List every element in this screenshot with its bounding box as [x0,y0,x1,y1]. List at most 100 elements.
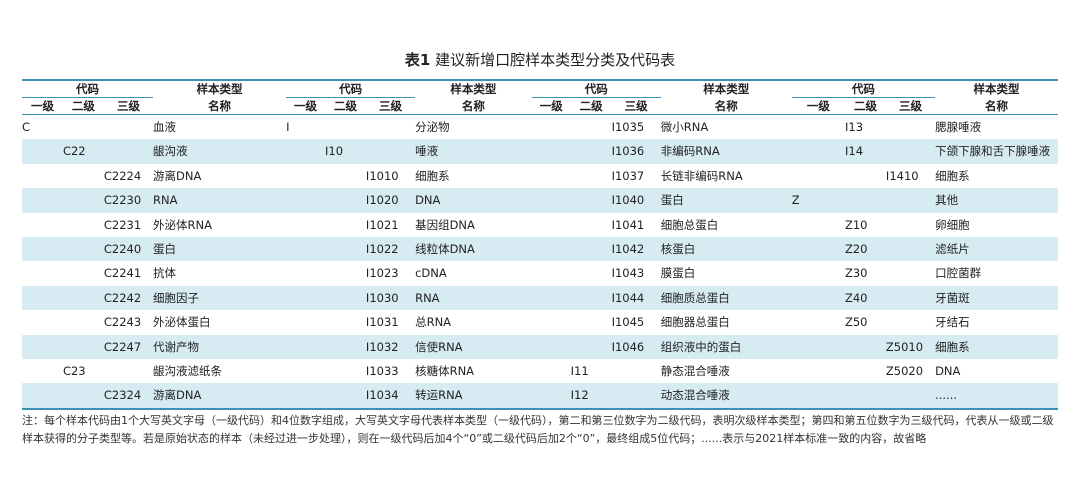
sample-name: 静态混合唾液 [660,364,730,379]
header-level3: 三级 [116,99,140,113]
code-level1 [532,335,571,359]
code-level2 [325,383,366,408]
code-level1 [532,115,571,140]
sample-name: 微小RNA [660,120,709,134]
code-level2 [63,115,104,140]
code-level1 [532,261,571,285]
sample-name: 细胞总蛋白 [660,217,719,232]
code-level1 [286,310,325,334]
code-level2 [63,213,104,237]
code-level2 [325,310,366,334]
code-level1 [532,164,571,188]
table-row: C2324 游离DNA I1034 转运RNA I12 动态混合唾液...... [22,383,1058,409]
code-level1 [286,164,325,188]
table-row: C2231 外泌体RNA I1021 基因组DNA I1041 细胞总蛋白 Z10 卵细胞 [22,213,1058,237]
code-level1 [792,335,845,359]
code-level3: I1032 [365,339,399,354]
code-level2 [845,383,886,408]
code-level1 [286,261,325,285]
sample-name: 转运RNA [415,388,463,403]
sample-name: 细胞系 [935,168,970,183]
code-level2: Z50 [844,315,868,330]
code-level1 [532,286,571,310]
sample-name: 龈沟液 [153,144,188,159]
code-level2 [845,359,886,383]
sample-name: 蛋白 [660,193,684,208]
table-row: C2224 游离DNA I1010 细胞系 I1037 长链非编码RNA I1410 细胞系 [22,164,1058,188]
header-name: 名称 [985,98,1009,113]
code-level3: Z5020 [885,364,924,379]
code-level2 [571,188,612,212]
code-level1 [286,335,325,359]
table-note: 注：每个样本代码由1个大写英文字母（一级代码）和4位数字组成，大写英文字母代表样… [22,414,1054,445]
code-level1: Z [791,193,800,208]
code-level3 [612,359,661,383]
code-level1 [792,164,845,188]
code-level2 [571,261,612,285]
code-level2: I13 [844,120,864,134]
code-level1 [22,286,63,310]
sample-name: RNA [415,290,440,305]
code-level1 [792,261,845,285]
code-level3: C2241 [103,266,142,281]
code-level3: I1040 [611,193,645,208]
table-row: C2243 外泌体蛋白 I1031 总RNA I1045 细胞器总蛋白 Z50 牙结石 [22,310,1058,334]
code-level2 [63,188,104,212]
code-level2 [325,115,366,140]
header-code: 代码 [791,80,936,98]
table-row: C2230 RNA I1020 DNA I1040 蛋白 Z 其他 [22,188,1058,213]
sample-name: 游离DNA [153,388,202,403]
code-level2: I12 [570,388,589,403]
code-level3: I1022 [365,242,399,257]
code-level1 [22,383,63,408]
code-level2 [571,139,612,163]
code-level3: I1020 [365,193,399,208]
code-level2: Z30 [844,266,868,281]
table-title-text: 建议新增口腔样本类型分类及代码表 [435,51,676,69]
code-level3: I1036 [611,144,645,159]
code-level1 [532,383,571,408]
header-sample-type: 样本类型 [450,82,497,97]
code-level3 [886,213,935,237]
sample-name: 外泌体RNA [153,217,212,232]
code-level3: C2324 [103,388,142,403]
code-level3: Z5010 [885,339,924,354]
header-level2: 二级 [71,99,95,113]
table-row: C2242 细胞因子 I1030 RNA I1044 细胞质总蛋白 Z40 牙菌斑 [22,285,1058,311]
code-level3: I1030 [365,290,399,305]
code-level2 [325,188,366,212]
header-level3: 三级 [624,99,648,113]
code-level3: C2243 [103,315,142,330]
code-level2 [571,213,612,237]
sample-name: cDNA [415,266,447,281]
code-level1 [286,139,325,163]
sample-name: 核蛋白 [660,242,696,257]
sample-name: 下颌下腺和舌下腺唾液 [935,144,1051,159]
header-level1: 一级 [539,99,563,113]
code-level3: C2231 [103,217,142,232]
code-level3: I1023 [365,266,399,281]
sample-name: 游离DNA [153,168,202,183]
header-level2: 二级 [853,99,877,113]
sample-name: 抗体 [153,266,177,281]
code-level1 [792,237,845,261]
sample-name: 细胞系 [415,168,450,183]
code-level1 [792,310,845,334]
code-level3: C2247 [103,339,142,354]
sample-name: 细胞系 [935,339,970,354]
code-level3 [886,383,935,408]
code-level2: I11 [570,364,589,379]
sample-name: 血液 [153,120,177,134]
sample-name: DNA [415,193,441,208]
code-level1 [286,286,325,310]
code-level1 [532,188,571,212]
code-level3 [366,115,415,140]
code-level2 [63,383,104,408]
code-level2 [571,164,612,188]
header-level1: 一级 [806,99,830,113]
code-level1 [22,359,63,383]
sample-name: 腮腺唾液 [935,120,982,134]
code-level1 [22,188,63,212]
sample-name: 口腔菌群 [935,266,982,281]
sample-name: 牙菌斑 [935,290,970,305]
